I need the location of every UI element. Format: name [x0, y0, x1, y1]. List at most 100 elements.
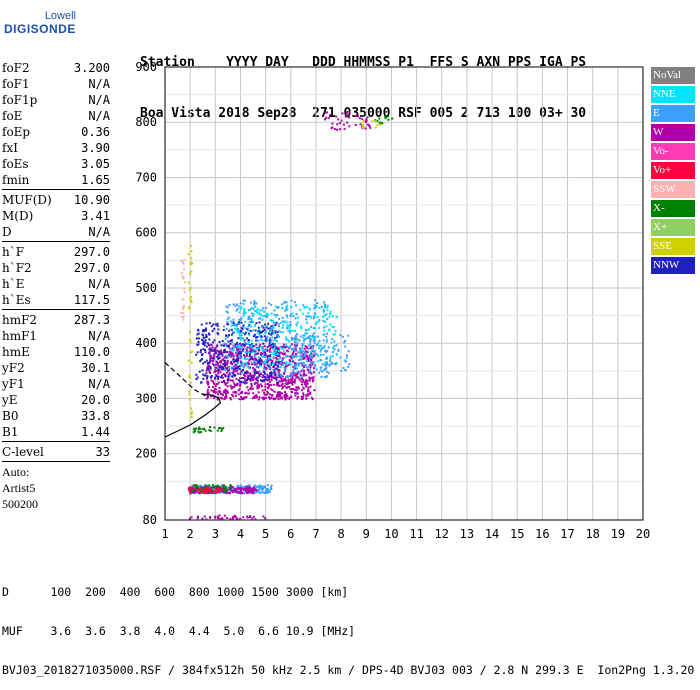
data-point: [203, 344, 206, 347]
data-point: [220, 376, 223, 379]
data-point: [227, 345, 230, 348]
parameter-panel: foF2 3.200 foF1 N/A foF1p N/A foE N/A foEp 0.…: [2, 60, 110, 512]
data-point: [218, 366, 221, 369]
data-point: [215, 349, 218, 352]
data-point: [188, 398, 191, 401]
data-point: [263, 310, 266, 313]
param-row: hmF1 N/A: [2, 328, 110, 344]
data-point: [273, 370, 276, 373]
data-point: [234, 490, 237, 493]
data-point: [247, 389, 250, 392]
data-point: [302, 355, 305, 358]
data-point: [276, 363, 279, 366]
param-label: M(D): [2, 209, 34, 223]
data-point: [290, 374, 293, 377]
data-point: [339, 128, 342, 131]
data-point: [345, 354, 348, 357]
data-point: [289, 381, 292, 384]
data-point: [302, 363, 305, 366]
data-point: [253, 382, 256, 385]
data-point: [217, 372, 220, 375]
data-point: [250, 386, 253, 389]
data-point: [362, 125, 365, 128]
data-point: [226, 311, 229, 314]
data-point: [319, 359, 322, 362]
data-point: [192, 431, 195, 434]
data-point: [189, 286, 192, 289]
data-point: [293, 301, 296, 304]
data-point: [258, 312, 261, 315]
data-point: [257, 347, 260, 350]
data-point: [208, 338, 211, 341]
data-point: [295, 352, 298, 355]
data-point: [203, 490, 206, 493]
data-point: [295, 389, 298, 392]
data-point: [242, 299, 245, 302]
data-point: [296, 372, 299, 375]
data-point: [232, 344, 235, 347]
data-point: [310, 352, 313, 355]
data-point: [266, 376, 269, 379]
data-point: [242, 377, 245, 380]
data-point: [294, 345, 297, 348]
data-point: [298, 355, 301, 358]
data-point: [280, 375, 283, 378]
data-point: [296, 363, 299, 366]
data-point: [254, 362, 257, 365]
data-point: [261, 326, 264, 329]
data-point: [252, 376, 255, 379]
data-point: [283, 372, 286, 375]
data-point: [323, 303, 326, 306]
data-point: [274, 336, 277, 339]
data-point: [258, 485, 261, 488]
data-point: [292, 369, 295, 372]
data-point: [234, 366, 237, 369]
data-point: [266, 491, 269, 494]
data-point: [267, 360, 270, 363]
data-point: [300, 354, 303, 357]
data-point: [280, 351, 283, 354]
data-point: [255, 370, 258, 373]
data-point: [259, 357, 262, 360]
data-point: [263, 391, 266, 394]
data-point: [182, 305, 185, 308]
data-point: [219, 365, 222, 368]
data-point: [193, 487, 196, 490]
data-point: [202, 377, 205, 380]
data-point: [187, 253, 190, 256]
data-point: [207, 344, 210, 347]
data-point: [194, 490, 197, 493]
data-point: [207, 368, 210, 371]
data-point: [200, 323, 203, 326]
data-point: [243, 339, 246, 342]
data-point: [278, 354, 281, 357]
data-point: [324, 320, 327, 323]
data-point: [278, 335, 281, 338]
data-point: [281, 392, 284, 395]
data-point: [233, 386, 236, 389]
data-point: [229, 517, 232, 520]
data-point: [265, 393, 268, 396]
data-point: [205, 333, 208, 336]
data-point: [234, 487, 237, 490]
data-point: [213, 391, 216, 394]
data-point: [256, 485, 259, 488]
data-point: [293, 388, 296, 391]
data-point: [287, 378, 290, 381]
data-point: [291, 387, 294, 390]
data-point: [197, 343, 200, 346]
data-point: [197, 428, 200, 431]
data-point: [248, 484, 251, 487]
data-point: [221, 428, 224, 431]
data-point: [335, 361, 338, 364]
param-row: foF1 N/A: [2, 76, 110, 92]
data-point: [226, 491, 229, 494]
legend-item: W: [651, 124, 695, 141]
data-point: [331, 350, 334, 353]
data-point: [276, 347, 279, 350]
data-point: [264, 332, 267, 335]
data-point: [286, 394, 289, 397]
data-point: [258, 396, 261, 399]
data-point: [249, 379, 252, 382]
data-point: [195, 337, 198, 340]
